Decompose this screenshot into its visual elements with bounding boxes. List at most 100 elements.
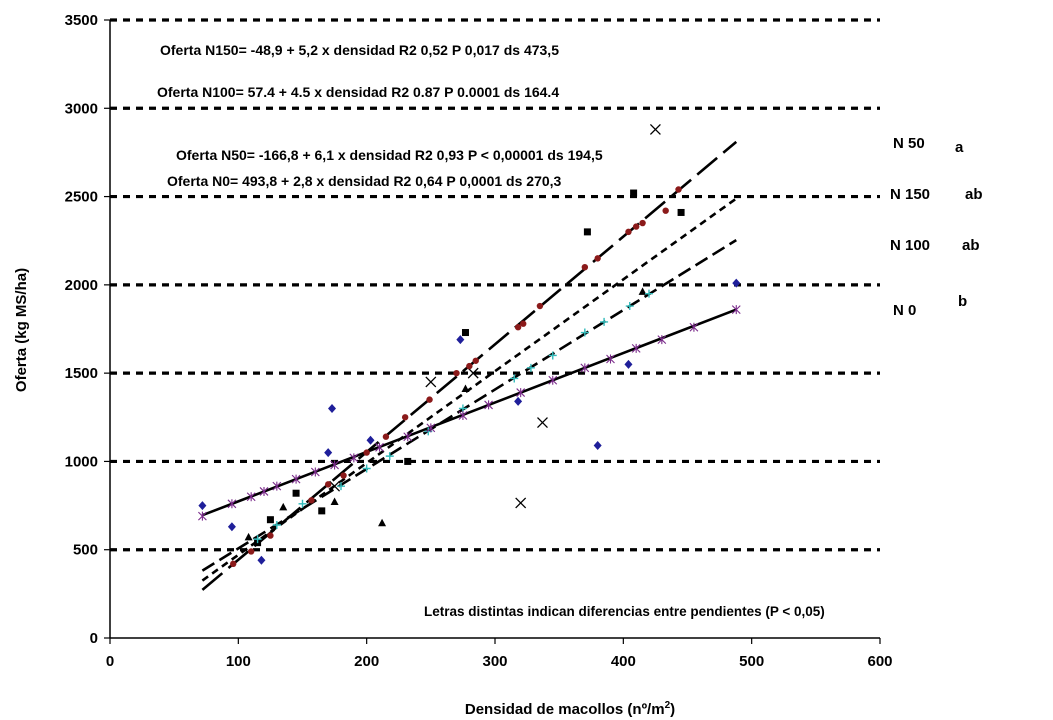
point-s5-4 [324, 481, 332, 488]
point-s0-1 [425, 376, 437, 388]
point-s2-0 [244, 532, 253, 541]
point-s5-22 [675, 186, 682, 193]
point-s4-10 [732, 278, 741, 288]
point-s1-2 [292, 489, 300, 497]
x-tick-label-400: 400 [611, 653, 636, 670]
point-s7-18 [631, 343, 641, 353]
equation-n50: Oferta N50= -166,8 + 6,1 x densidad R2 0… [176, 147, 603, 163]
point-s4-6 [456, 335, 465, 345]
point-s0-0 [329, 480, 341, 492]
fit-line-3 [201, 308, 737, 517]
point-s0-2 [467, 367, 479, 379]
point-s7-19 [657, 335, 667, 345]
point-s6-11 [580, 328, 589, 337]
point-s7-3 [259, 486, 269, 496]
y-tick-labels: 0 500 1000 1500 2000 2500 3000 3500 [65, 12, 98, 647]
point-s1-1 [266, 516, 274, 524]
point-s7-9 [375, 442, 384, 452]
point-s4-5 [366, 435, 375, 445]
point-s5-12 [472, 357, 479, 364]
series-letter-n150: ab [965, 186, 983, 203]
point-s7-14 [516, 388, 526, 398]
x-tick-label-100: 100 [226, 653, 251, 670]
point-s5-1 [247, 548, 255, 555]
point-s7-1 [227, 499, 237, 509]
point-s5-17 [594, 255, 601, 262]
x-tick-label-200: 200 [354, 653, 379, 670]
equation-n100: Oferta N100= 57.4 + 4.5 x densidad R2 0.… [157, 84, 559, 100]
point-s5-15 [536, 302, 544, 310]
x-axis-title: Densidad de macollos (nº/m2) [465, 700, 675, 718]
point-s7-13 [484, 400, 493, 410]
series-label-n0: N 0 [893, 302, 916, 319]
point-s7-4 [272, 481, 282, 491]
point-s5-9 [426, 396, 433, 403]
point-s7-6 [310, 467, 320, 477]
point-s6-5 [385, 452, 394, 461]
point-s5-11 [466, 362, 473, 370]
point-s1-3 [318, 507, 326, 515]
y-tick-label-2000: 2000 [65, 277, 98, 294]
point-s7-11 [426, 423, 436, 433]
y-tick-label-1500: 1500 [65, 365, 98, 382]
point-s6-12 [600, 317, 609, 326]
point-s5-10 [453, 369, 460, 377]
point-s6-1 [272, 520, 281, 529]
x-tick-label-0: 0 [106, 653, 114, 670]
series-label-n150: N 150 [890, 186, 930, 203]
series-label-n100: N 100 [890, 237, 930, 254]
point-s1-7 [630, 189, 638, 197]
point-s1-5 [461, 329, 469, 337]
point-s5-16 [581, 264, 589, 271]
point-s7-2 [246, 492, 256, 502]
point-s2-5 [638, 287, 647, 295]
fit-line-1 [201, 197, 738, 582]
point-s2-4 [461, 384, 470, 393]
point-s4-2 [257, 555, 266, 565]
point-s7-0 [198, 511, 207, 521]
point-s5-21 [662, 207, 669, 214]
equation-n150: Oferta N150= -48,9 + 5,2 x densidad R2 0… [160, 42, 559, 58]
equation-n0: Oferta N0= 493,8 + 2,8 x densidad R2 0,6… [167, 173, 562, 189]
y-axis-title: Oferta (kg MS/ha) [13, 268, 30, 392]
series-letter-n50: a [955, 139, 964, 156]
point-s1-8 [677, 208, 685, 216]
footnote: Letras distintas indican diferencias ent… [424, 604, 825, 619]
point-s5-18 [625, 228, 632, 236]
y-tick-label-3000: 3000 [65, 100, 98, 117]
y-tick-label-1000: 1000 [65, 453, 98, 470]
point-s2-3 [378, 518, 387, 527]
x-tick-label-600: 600 [867, 653, 892, 670]
point-s4-3 [324, 448, 333, 458]
point-s7-10 [403, 432, 413, 442]
point-s5-19 [632, 223, 640, 230]
point-s5-3 [308, 497, 315, 504]
point-s2-1 [279, 502, 288, 511]
y-tick-label-0: 0 [90, 630, 98, 647]
point-s6-10 [548, 351, 557, 360]
point-s1-4 [404, 457, 412, 465]
point-s7-5 [291, 474, 301, 484]
point-s5-6 [363, 449, 370, 456]
point-s5-20 [639, 219, 646, 227]
y-tick-label-2500: 2500 [65, 189, 98, 206]
point-s6-0 [253, 535, 262, 544]
point-s6-8 [510, 374, 519, 383]
point-s4-1 [227, 522, 236, 532]
x-tick-label-500: 500 [739, 653, 764, 670]
gridlines [110, 18, 880, 552]
axes [104, 19, 881, 644]
regression-lines [201, 140, 738, 591]
point-s5-5 [340, 472, 347, 479]
series-letter-n100: ab [962, 237, 980, 254]
point-s7-7 [330, 460, 339, 470]
data-points [198, 124, 741, 568]
point-s0-4 [537, 417, 548, 429]
point-s6-14 [645, 289, 653, 298]
point-s6-2 [298, 499, 307, 508]
point-s7-8 [349, 453, 359, 463]
point-s6-13 [625, 302, 634, 311]
point-s4-8 [593, 441, 602, 451]
point-s2-2 [330, 497, 339, 506]
